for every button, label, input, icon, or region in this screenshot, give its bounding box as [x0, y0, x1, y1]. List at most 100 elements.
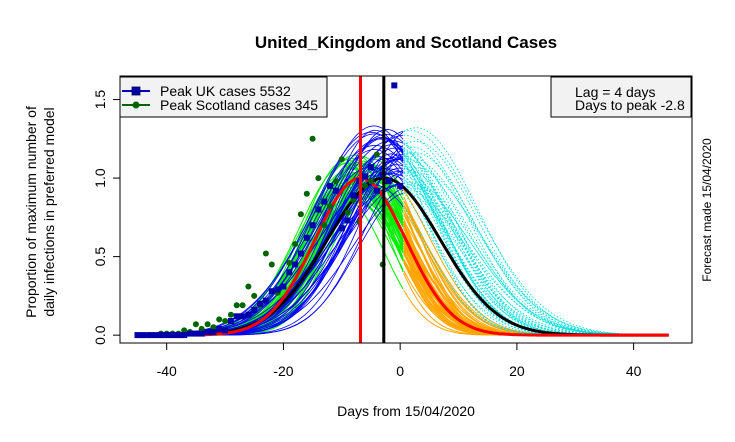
uk-data-point: [216, 325, 223, 332]
legend-scotland-marker: [132, 101, 140, 109]
uk-data-point: [292, 261, 299, 268]
info-days-to-peak: Days to peak -2.8: [575, 97, 685, 113]
uk-data-point: [368, 164, 374, 171]
scotland-data-point: [268, 261, 275, 268]
uk-data-point: [321, 198, 328, 205]
uk-data-point: [233, 313, 240, 320]
y-axis-label-line2: daily infections in preferred model: [41, 107, 57, 316]
uk-data-point: [134, 332, 141, 339]
scotland-data-point: [204, 321, 211, 328]
scotland-data-point: [303, 190, 310, 197]
uk-data-point: [239, 313, 246, 320]
chart-title: United_Kingdom and Scotland Cases: [255, 33, 557, 52]
uk-data-point: [210, 329, 217, 335]
uk-data-point: [297, 250, 304, 257]
uk-data-point: [227, 318, 234, 324]
uk-data-point: [163, 332, 170, 339]
data-points: [134, 82, 404, 339]
uk-data-point: [327, 182, 334, 189]
scotland-data-point: [216, 316, 223, 323]
uk-data-point: [268, 288, 275, 295]
uk-ensemble-forecast: [403, 129, 667, 336]
x-tick-label: -40: [157, 363, 177, 379]
uk-ensemble-forecast: [403, 139, 667, 336]
scotland-data-point: [373, 151, 380, 158]
y-tick-label: 0.5: [92, 247, 108, 267]
scotland-data-point: [227, 311, 234, 318]
uk-data-point: [391, 82, 398, 89]
y-tick-label: 0.0: [92, 325, 108, 345]
uk-data-point: [198, 330, 205, 337]
uk-data-point: [204, 329, 211, 335]
forecast-date-label: Forecast made 15/04/2020: [700, 138, 714, 282]
uk-data-point: [338, 225, 345, 232]
scotland-data-point: [262, 250, 269, 257]
info-box-frame: [550, 76, 692, 118]
scotland-data-point: [368, 178, 374, 185]
scotland-data-point: [181, 327, 188, 334]
uk-ensemble-forecast: [403, 172, 667, 336]
uk-data-point: [315, 206, 322, 213]
uk-data-point: [350, 192, 357, 199]
uk-ensemble-forecast: [403, 165, 667, 336]
scotland-data-point: [239, 302, 246, 309]
x-axis-label: Days from 15/04/2020: [337, 403, 475, 419]
scotland-data-point: [350, 197, 357, 204]
uk-data-point: [140, 332, 147, 339]
uk-data-point: [397, 182, 404, 189]
uk-data-point: [251, 307, 258, 313]
uk-data-point: [303, 234, 310, 241]
uk-data-point: [274, 286, 281, 293]
scotland-data-point: [192, 321, 199, 328]
scotland-data-point: [315, 175, 322, 182]
legend-uk-label: Peak UK cases 5532: [160, 83, 291, 99]
scotland-data-point: [292, 241, 299, 248]
x-tick-label: 20: [509, 363, 525, 379]
uk-data-point: [373, 187, 380, 194]
scotland-data-point: [333, 178, 339, 185]
uk-data-point: [362, 173, 369, 180]
uk-ensemble-forecast: [403, 152, 667, 336]
uk-data-point: [146, 332, 153, 339]
scotland-data-point: [233, 302, 240, 309]
scotland-data-point: [245, 283, 252, 290]
uk-data-point: [175, 332, 182, 339]
uk-data-point: [192, 330, 199, 337]
uk-data-point: [286, 269, 293, 276]
uk-data-point: [262, 297, 269, 304]
uk-data-point: [257, 300, 264, 307]
scotland-data-point: [362, 182, 369, 189]
scotland-data-point: [297, 211, 304, 218]
uk-data-point: [169, 332, 176, 339]
scotland-data-point: [251, 292, 258, 299]
uk-data-point: [152, 332, 158, 339]
uk-ensemble-forecast: [403, 167, 667, 336]
scotland-data-point: [286, 259, 293, 266]
uk-data-point: [245, 311, 252, 318]
model-curves: [137, 125, 669, 337]
y-tick-label: 1.0: [92, 168, 108, 188]
uk-data-point: [385, 178, 392, 185]
y-tick-label: 1.5: [92, 90, 108, 110]
peak-lines: [359, 76, 386, 343]
x-tick-label: -20: [273, 363, 293, 379]
x-tick-label: 40: [626, 363, 642, 379]
scotland-data-point: [338, 156, 345, 163]
uk-data-point: [187, 330, 193, 337]
uk-ensemble-forecast: [403, 170, 667, 336]
uk-ensemble-forecast: [403, 147, 667, 336]
scotland-data-point: [321, 222, 328, 229]
scotland-data-point: [344, 209, 351, 216]
uk-data-point: [157, 332, 164, 339]
legend-box: [119, 76, 328, 118]
y-axis-label-line1: Proportion of maximum number of: [23, 106, 39, 318]
plot-frame: [119, 75, 693, 344]
scotland-data-point: [309, 135, 316, 142]
uk-data-point: [181, 332, 188, 339]
info-lag: Lag = 4 days: [575, 84, 656, 100]
x-axis: -40 -20 0 20 40: [157, 343, 642, 379]
uk-ensemble-forecast: [403, 179, 667, 336]
x-tick-label: 0: [396, 363, 404, 379]
uk-data-point: [344, 217, 351, 224]
